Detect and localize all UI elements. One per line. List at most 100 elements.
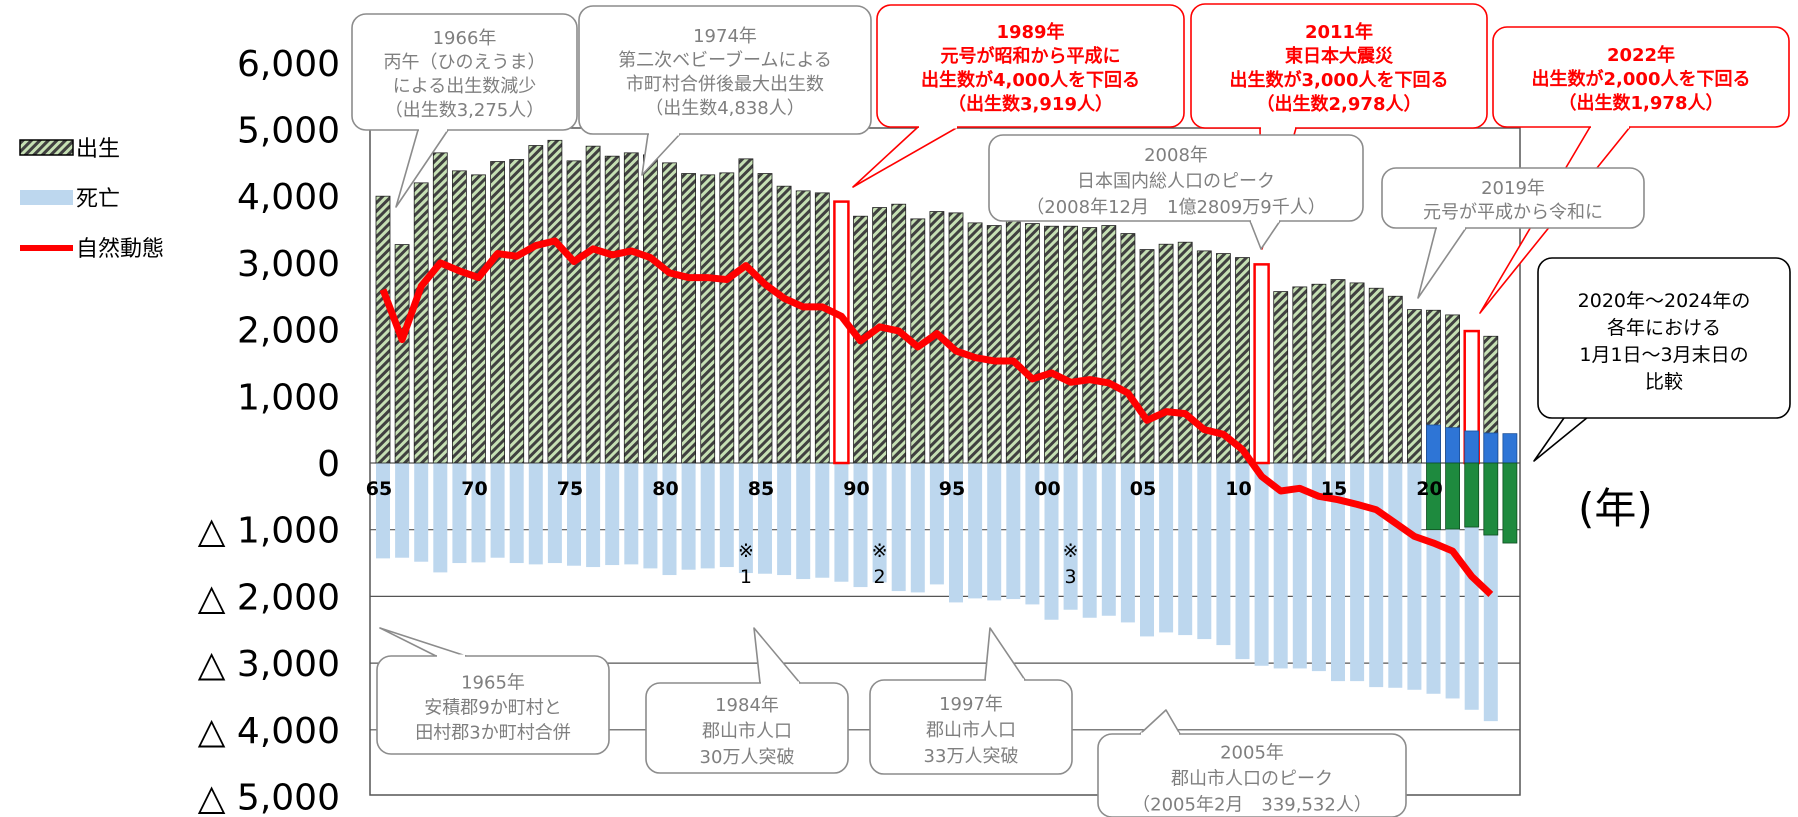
callout-box bbox=[1537, 257, 1791, 419]
callout-tail bbox=[984, 627, 1026, 681]
birth-bar bbox=[872, 207, 887, 464]
y-tick-label: △ 4,000 bbox=[198, 711, 340, 752]
x-tick-label: 95 bbox=[939, 478, 965, 500]
callout-line: （2008年12月 1億2809万9千人） bbox=[1026, 197, 1325, 218]
callout-box bbox=[1381, 167, 1645, 229]
death-bar bbox=[910, 463, 925, 593]
death-bar bbox=[1235, 463, 1250, 660]
y-tick-label: △ 5,000 bbox=[198, 778, 340, 817]
x-tick-label: 80 bbox=[652, 478, 678, 500]
birth-bar bbox=[643, 154, 658, 464]
birth-bar bbox=[1025, 223, 1040, 464]
q1-death-bar bbox=[1426, 462, 1441, 531]
death-bar bbox=[1140, 463, 1154, 637]
y-tick-label: △ 1,000 bbox=[198, 511, 340, 552]
legend-death-label: 死亡 bbox=[76, 187, 120, 212]
death-bar bbox=[987, 463, 1002, 601]
birth-bar bbox=[700, 174, 716, 464]
y-tick-label: △ 2,000 bbox=[198, 577, 340, 618]
x-tick-label: 70 bbox=[461, 478, 487, 500]
death-bar bbox=[1120, 463, 1135, 623]
q1-birth-bar bbox=[1502, 433, 1518, 464]
callout-tail bbox=[852, 126, 959, 188]
birth-bar bbox=[986, 225, 1002, 464]
callout-line: （2005年2月 339,532人） bbox=[1132, 795, 1372, 816]
q1-death-bar bbox=[1483, 462, 1499, 536]
footnote-markers: ※ 1 ※ 2 ※ 3 bbox=[738, 540, 1079, 588]
callout-box bbox=[351, 13, 578, 131]
birth-bar bbox=[1273, 291, 1289, 464]
birth-bars bbox=[375, 139, 1499, 465]
callout-line: （出生数2,978人） bbox=[1257, 93, 1422, 115]
birth-bar bbox=[1387, 295, 1403, 464]
death-bar bbox=[1006, 463, 1021, 600]
callout-line: 2011年 bbox=[1305, 21, 1373, 43]
q1-birth-bar bbox=[1483, 432, 1499, 464]
callout-line: 郡山市人口のピーク bbox=[1171, 769, 1333, 790]
natural-change-line bbox=[379, 237, 1494, 597]
birth-bar bbox=[776, 185, 792, 464]
death-bar bbox=[643, 463, 658, 569]
legend: 出生 死亡 自然動態 bbox=[19, 137, 164, 262]
callout-line: 比較 bbox=[1645, 371, 1683, 393]
callout-line: による出生数減少 bbox=[393, 76, 536, 97]
callout-line: 元号が平成から令和に bbox=[1423, 202, 1603, 223]
birth-bar bbox=[509, 159, 525, 464]
callout-box bbox=[1097, 733, 1407, 817]
birth-bar bbox=[1101, 225, 1117, 464]
x-axis-unit: (年) bbox=[1578, 484, 1653, 533]
death-bar bbox=[624, 463, 639, 565]
callout-line: 日本国内総人口のピーク bbox=[1077, 171, 1275, 192]
legend-death-swatch bbox=[20, 190, 73, 205]
callout-box bbox=[988, 134, 1364, 222]
callout-box bbox=[578, 5, 872, 135]
footnote-mark: ※ bbox=[738, 540, 754, 562]
birth-bar bbox=[1120, 233, 1136, 464]
birth-bar bbox=[1368, 287, 1384, 464]
death-bar bbox=[1044, 463, 1059, 620]
footnote-mark: ※ bbox=[872, 540, 888, 562]
callout-tail bbox=[379, 627, 467, 657]
x-tick-label: 00 bbox=[1034, 478, 1060, 500]
death-bar bbox=[1369, 463, 1384, 688]
x-tick-label: 75 bbox=[557, 478, 583, 500]
callout-line: 1997年 bbox=[939, 694, 1003, 715]
birth-bar bbox=[1158, 243, 1174, 464]
q1-birth-bar bbox=[1426, 424, 1441, 464]
q1-death-bar bbox=[1445, 462, 1460, 530]
death-bar bbox=[1159, 463, 1174, 633]
callout-line: （出生数4,838人） bbox=[645, 98, 805, 119]
death-bar bbox=[834, 463, 849, 582]
death-bar bbox=[662, 463, 677, 576]
death-bar bbox=[395, 463, 410, 558]
callout-tail bbox=[1417, 227, 1467, 299]
callout-line: 田村郡3か町村合併 bbox=[415, 723, 570, 744]
death-bar bbox=[1082, 463, 1097, 618]
death-bar bbox=[547, 463, 562, 564]
death-bar bbox=[1178, 463, 1193, 636]
death-bar bbox=[433, 463, 448, 573]
q1-comparison-bars bbox=[1426, 424, 1518, 544]
birth-bar bbox=[662, 162, 677, 464]
birth-bar bbox=[432, 152, 448, 464]
callout-line: 安積郡9か町村と bbox=[424, 698, 561, 719]
callout-line: 東日本大震災 bbox=[1285, 45, 1394, 67]
legend-natural-label: 自然動態 bbox=[76, 237, 164, 262]
birth-bar bbox=[948, 212, 964, 464]
death-bar bbox=[815, 463, 830, 578]
birth-bar bbox=[1005, 219, 1021, 464]
birth-bar bbox=[1330, 279, 1346, 464]
death-bar bbox=[949, 463, 963, 603]
y-tick-label: 4,000 bbox=[237, 177, 340, 218]
y-axis-ticks: 6,000 5,000 4,000 3,000 2,000 1,000 0 △ 1,000 △ … bbox=[198, 44, 340, 817]
death-bar bbox=[872, 463, 887, 583]
callout-line: 1966年 bbox=[433, 28, 497, 49]
death-bar bbox=[414, 463, 429, 562]
